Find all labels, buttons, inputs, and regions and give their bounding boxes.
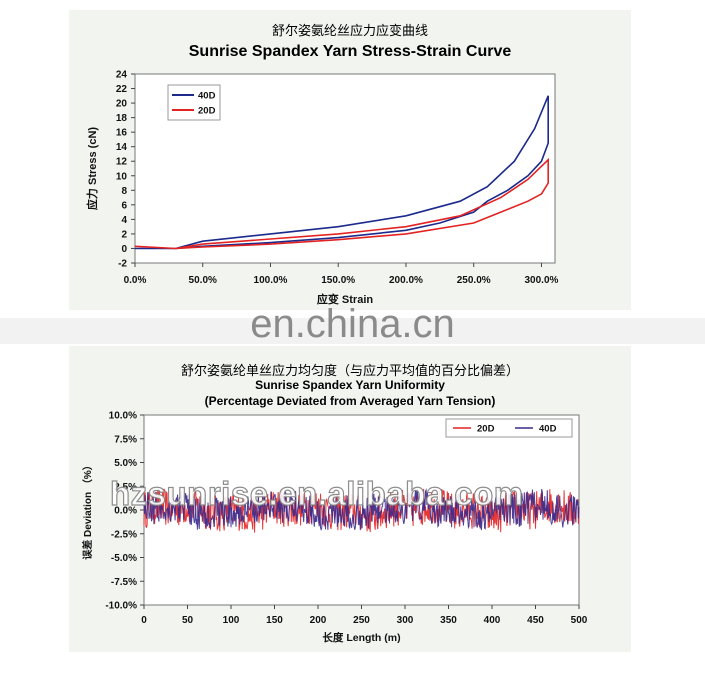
y-axis-label: 误差 Deviation （%） bbox=[81, 460, 94, 559]
legend-label-40D: 40D bbox=[539, 424, 557, 435]
y-tick-label: -7.5% bbox=[111, 577, 137, 588]
x-tick-label: 50.0% bbox=[189, 275, 217, 286]
y-tick-label: 16 bbox=[116, 128, 128, 139]
x-tick-label: 50 bbox=[182, 615, 194, 626]
watermark-band bbox=[0, 318, 705, 344]
shop-watermark: hzsunrise.en.alibaba.com bbox=[109, 474, 524, 512]
stress-strain-panel: 舒尔姿氨纶丝应力应变曲线 Sunrise Spandex Yarn Stress… bbox=[69, 10, 631, 310]
y-tick-label: 0 bbox=[121, 244, 127, 255]
x-tick-label: 100 bbox=[223, 615, 240, 626]
x-tick-label: 0 bbox=[141, 615, 147, 626]
y-tick-label: 7.5% bbox=[114, 434, 137, 445]
uniformity-title-en-line1: Sunrise Spandex Yarn Uniformity bbox=[255, 378, 445, 392]
stress-strain-title-en: Sunrise Spandex Yarn Stress-Strain Curve bbox=[188, 43, 512, 60]
x-tick-label: 250 bbox=[353, 615, 370, 626]
x-tick-label: 450 bbox=[527, 615, 544, 626]
y-tick-label: -5.0% bbox=[111, 553, 137, 564]
series-20D-curve bbox=[134, 157, 549, 250]
legend-label-20D: 20D bbox=[477, 424, 495, 435]
x-tick-label: 300.0% bbox=[524, 275, 558, 286]
y-tick-label: 4 bbox=[121, 215, 127, 226]
series-40D-trace bbox=[143, 488, 580, 531]
x-tick-label: 150.0% bbox=[321, 275, 355, 286]
y-axis-label: 应力 Stress (cN) bbox=[85, 127, 99, 210]
y-tick-label: 0.0% bbox=[114, 506, 137, 517]
x-axis-label: 长度 Length (m) bbox=[322, 631, 400, 644]
x-tick-label: 0.0% bbox=[124, 275, 147, 286]
x-tick-label: 300 bbox=[397, 615, 414, 626]
stress-strain-title-cn: 舒尔姿氨纶丝应力应变曲线 bbox=[271, 24, 428, 39]
x-tick-label: 200 bbox=[310, 615, 327, 626]
series-40D-curve bbox=[135, 95, 549, 250]
y-tick-label: -2 bbox=[118, 259, 127, 270]
x-axis-label: 应变 Strain bbox=[317, 292, 374, 306]
y-tick-label: 8 bbox=[121, 186, 127, 197]
y-tick-label: 2 bbox=[121, 229, 127, 240]
y-tick-label: -10.0% bbox=[105, 601, 137, 612]
x-tick-label: 400 bbox=[484, 615, 501, 626]
x-tick-label: 500 bbox=[571, 615, 588, 626]
x-tick-label: 350 bbox=[440, 615, 457, 626]
y-tick-label: -2.5% bbox=[111, 529, 137, 540]
x-tick-label: 250.0% bbox=[457, 275, 491, 286]
y-tick-label: 5.0% bbox=[114, 458, 137, 469]
uniformity-title-en-line2: (Percentage Deviated from Averaged Yarn … bbox=[204, 394, 496, 408]
y-tick-label: 18 bbox=[116, 113, 128, 124]
y-tick-label: 12 bbox=[116, 157, 128, 168]
y-tick-label: 2.5% bbox=[114, 482, 137, 493]
legend-label-40D: 40D bbox=[198, 91, 216, 102]
legend-label-20D: 20D bbox=[198, 106, 216, 117]
uniformity-title-cn: 舒尔姿氨纶单丝应力均匀度（与应力平均值的百分比偏差） bbox=[180, 364, 519, 379]
y-tick-label: 6 bbox=[121, 200, 127, 211]
y-tick-label: 24 bbox=[116, 70, 128, 81]
y-tick-label: 10.0% bbox=[109, 411, 137, 422]
site-watermark: en.china.cn bbox=[250, 302, 455, 346]
y-tick-label: 20 bbox=[116, 99, 128, 110]
y-tick-label: 10 bbox=[116, 171, 128, 182]
legend-box bbox=[167, 84, 221, 121]
x-tick-label: 150 bbox=[266, 615, 283, 626]
uniformity-panel: 舒尔姿氨纶单丝应力均匀度（与应力平均值的百分比偏差） Sunrise Spand… bbox=[69, 346, 631, 652]
x-tick-label: 200.0% bbox=[389, 275, 423, 286]
y-tick-label: 22 bbox=[116, 84, 128, 95]
y-tick-label: 14 bbox=[116, 142, 128, 153]
legend: 20D 40D bbox=[445, 418, 573, 438]
x-tick-label: 100.0% bbox=[254, 275, 288, 286]
uniformity-chart: 10.0% 7.5% 5.0% 2.5% 0.0% -2.5% -5.0% -7.5% -10.… bbox=[81, 411, 588, 645]
legend-box bbox=[445, 418, 573, 438]
